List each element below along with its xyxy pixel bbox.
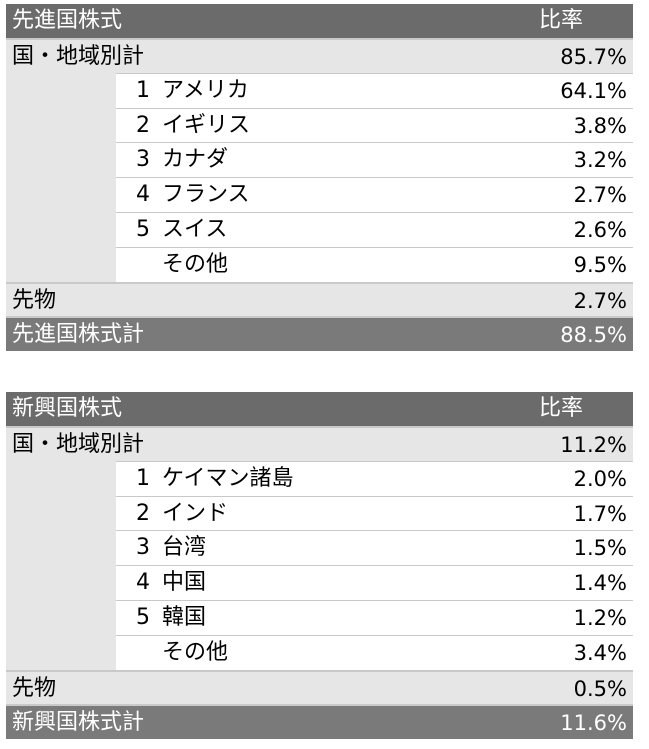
table-header: 先進国株式 比率 (6, 4, 633, 38)
table-row: 3 台湾 1.5% (6, 530, 633, 566)
table-row: 5 韓国 1.2% (6, 599, 633, 635)
table-row: 2 イギリス 3.8% (6, 107, 633, 143)
futures-row: 先物 2.7% (6, 281, 633, 317)
row-country: インド (162, 500, 229, 526)
total-label: 新興国株式計 (12, 710, 145, 736)
table-row: その他 3.4% (6, 634, 633, 670)
row-rank (116, 636, 162, 670)
row-rank: 1 (136, 77, 150, 103)
table-row: 1 アメリカ 64.1% (6, 72, 633, 108)
row-country: アメリカ (162, 77, 249, 103)
total-value: 88.5% (560, 323, 627, 348)
row-country: その他 (162, 639, 229, 665)
futures-label: 先物 (12, 675, 57, 701)
row-country: 韓国 (162, 604, 207, 630)
table-row: 4 フランス 2.7% (6, 177, 633, 212)
row-value: 1.7% (573, 501, 627, 526)
table-row: 3 カナダ 3.2% (6, 142, 633, 178)
table-header: 新興国株式 比率 (6, 392, 633, 426)
row-country: カナダ (162, 147, 229, 173)
table-row: 4 中国 1.4% (6, 565, 633, 600)
row-value: 2.7% (573, 183, 627, 208)
total-value: 11.6% (560, 711, 627, 736)
row-value: 1.5% (573, 536, 627, 561)
total-row: 新興国株式計 11.6% (6, 704, 633, 740)
developed-equity-table: 先進国株式 比率 国・地域別計 85.7% 1 アメリカ 64.1% 2 イギリ… (6, 4, 633, 352)
row-country: イギリス (162, 112, 251, 138)
row-rank: 2 (136, 500, 150, 526)
row-value: 3.4% (573, 640, 627, 665)
region-total-row: 国・地域別計 11.2% (6, 426, 633, 461)
ratio-header: 比率 (539, 396, 584, 421)
region-total-value: 11.2% (560, 433, 627, 457)
row-rank: 5 (136, 216, 150, 242)
row-value: 1.4% (573, 571, 627, 596)
row-rank: 3 (136, 535, 150, 561)
row-rank: 2 (136, 112, 150, 138)
region-total-row: 国・地域別計 85.7% (6, 38, 633, 73)
row-country: ケイマン諸島 (162, 465, 294, 491)
futures-row: 先物 0.5% (6, 669, 633, 705)
region-total-value: 85.7% (560, 45, 627, 69)
table-row: その他 9.5% (6, 246, 633, 282)
row-value: 1.2% (573, 605, 627, 630)
row-rank (116, 248, 162, 282)
row-value: 64.1% (560, 78, 627, 103)
row-value: 3.2% (573, 148, 627, 173)
futures-label: 先物 (12, 287, 57, 313)
region-total-label: 国・地域別計 (12, 44, 145, 69)
table-row: 2 インド 1.7% (6, 495, 633, 531)
row-rank: 4 (136, 182, 150, 208)
table-row: 1 ケイマン諸島 2.0% (6, 460, 633, 496)
futures-value: 0.5% (573, 676, 627, 701)
row-rank: 5 (136, 604, 150, 630)
row-country: 中国 (162, 570, 207, 596)
ratio-header: 比率 (539, 8, 584, 33)
section-title: 先進国株式 (12, 8, 123, 33)
total-row: 先進国株式計 88.5% (6, 316, 633, 352)
region-total-label: 国・地域別計 (12, 432, 145, 457)
emerging-equity-table: 新興国株式 比率 国・地域別計 11.2% 1 ケイマン諸島 2.0% 2 イン… (6, 392, 633, 740)
row-value: 3.8% (573, 113, 627, 138)
total-label: 先進国株式計 (12, 322, 145, 348)
row-value: 2.6% (573, 217, 627, 242)
row-value: 9.5% (573, 252, 627, 277)
row-country: 台湾 (162, 535, 207, 561)
row-country: その他 (162, 251, 229, 277)
table-row: 5 スイス 2.6% (6, 211, 633, 247)
row-rank: 1 (136, 465, 150, 491)
futures-value: 2.7% (573, 288, 627, 313)
section-title: 新興国株式 (12, 396, 123, 421)
row-country: フランス (162, 182, 250, 208)
row-rank: 4 (136, 570, 150, 596)
row-country: スイス (162, 216, 228, 242)
row-value: 2.0% (573, 466, 627, 491)
row-rank: 3 (136, 147, 150, 173)
